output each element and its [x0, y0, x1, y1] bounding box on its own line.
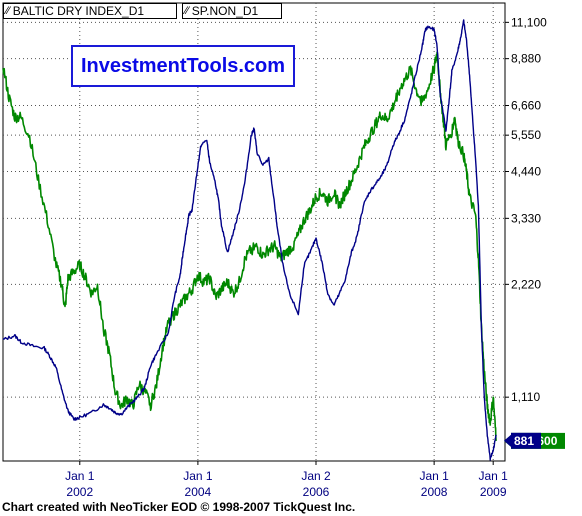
y-axis: 11,100 8,880 6,660 5,550 4,440 3,330 2,220 1,11… [505, 15, 547, 404]
y-tick-label: 2,220 [511, 277, 541, 291]
y-tick-label: 4,440 [511, 165, 541, 179]
x-tick-label-top: Jan 1 [65, 469, 95, 483]
series-line-bdi [3, 19, 497, 461]
line-chart-icon: ∕∕ [6, 5, 10, 17]
last-value-pointer [504, 434, 511, 447]
y-tick-label: 11,100 [511, 15, 547, 29]
legend-item-sp: ∕∕ SP.NON_D1 [182, 3, 282, 19]
y-tick-label: 1,110 [511, 390, 540, 404]
series-layer [2, 19, 497, 461]
legend-label-sp: SP.NON_D1 [191, 4, 259, 18]
series-line-sp [2, 51, 497, 441]
y-tick-label: 5,550 [511, 128, 541, 142]
x-tick-label-bottom: 2009 [480, 485, 507, 499]
legend-label-bdi: BALTIC DRY INDEX_D1 [12, 4, 145, 18]
x-tick-label-bottom: 2008 [421, 485, 448, 499]
y-tick-label: 3,330 [511, 211, 541, 225]
x-tick-label-bottom: 2006 [303, 485, 330, 499]
y-tick-label: 8,880 [511, 52, 541, 66]
brand-logo: InvestmentTools.com [71, 45, 295, 87]
last-value-box [511, 432, 541, 449]
last-value-label: 881 [514, 434, 534, 448]
x-tick-label-bottom: 2002 [66, 485, 93, 499]
brand-text: InvestmentTools.com [80, 54, 286, 77]
x-tick-label-top: Jan 1 [479, 469, 509, 483]
x-axis: Jan 1 2002 Jan 1 2004 Jan 2 2006 Jan 1 2008 Jan … [65, 461, 508, 499]
legend-item-bdi: ∕∕ BALTIC DRY INDEX_D1 [3, 3, 177, 19]
x-tick-label-top: Jan 1 [419, 469, 449, 483]
last-value-markers: 848.600881 [504, 432, 565, 449]
y-tick-label: 6,660 [511, 98, 541, 112]
line-chart-icon: ∕∕ [185, 5, 189, 17]
x-tick-label-top: Jan 2 [301, 469, 331, 483]
x-tick-label-bottom: 2004 [185, 485, 212, 499]
footer-credit: Chart created with NeoTicker EOD © 1998-… [2, 500, 356, 514]
x-tick-label-top: Jan 1 [183, 469, 213, 483]
